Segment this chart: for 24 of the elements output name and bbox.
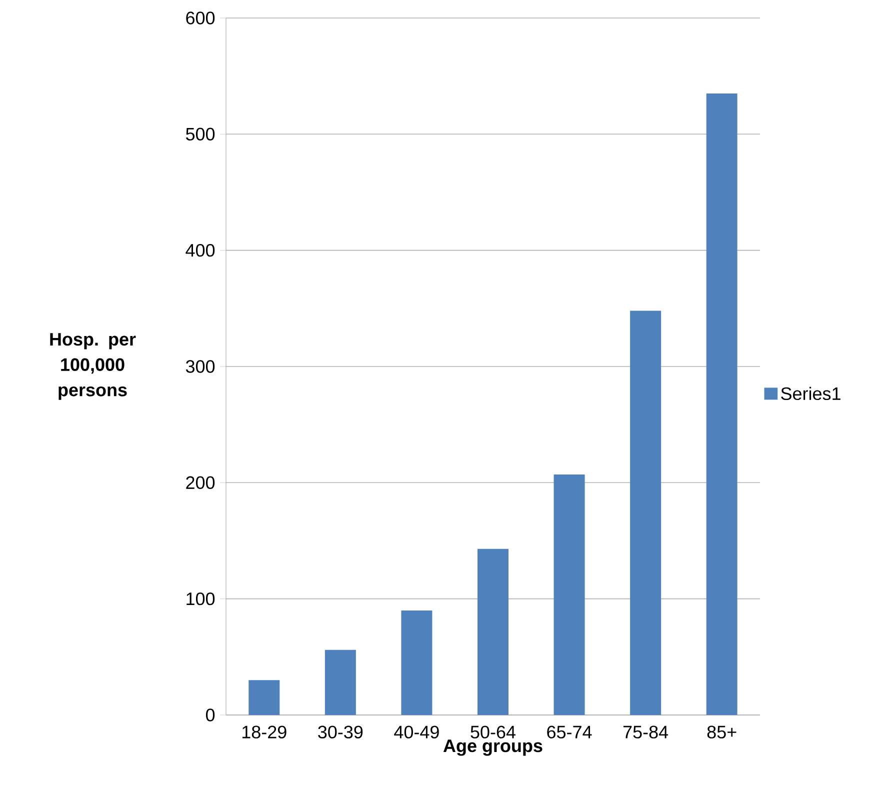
x-tick-label: 50-64 [470, 726, 516, 738]
x-tick-label: 85+ [707, 726, 736, 738]
y-tick-label: 400 [186, 244, 215, 257]
y-axis-title: Hosp. per 100,000 persons [50, 333, 136, 400]
y-tick-label: 600 [186, 12, 215, 24]
x-tick-label: 18-29 [242, 726, 286, 738]
bar [630, 310, 662, 715]
bar [554, 474, 585, 715]
x-tick-label: 65-74 [547, 726, 592, 738]
x-tick-label: 75-84 [623, 726, 668, 738]
bar [401, 610, 432, 715]
x-axis-title: Age groups [443, 740, 542, 756]
y-tick-label: 0 [206, 708, 215, 722]
bar [706, 94, 738, 715]
bar [324, 650, 356, 715]
x-tick-label: 30-39 [318, 726, 363, 738]
y-tick-label: 500 [186, 128, 215, 141]
legend-label: Series1 [781, 386, 840, 400]
y-tick-label: 200 [186, 476, 215, 490]
bar [248, 680, 280, 715]
y-tick-label: 100 [186, 592, 215, 606]
y-tick-label: 300 [186, 360, 215, 373]
x-tick-label: 40-49 [394, 726, 439, 738]
bar [477, 548, 508, 715]
